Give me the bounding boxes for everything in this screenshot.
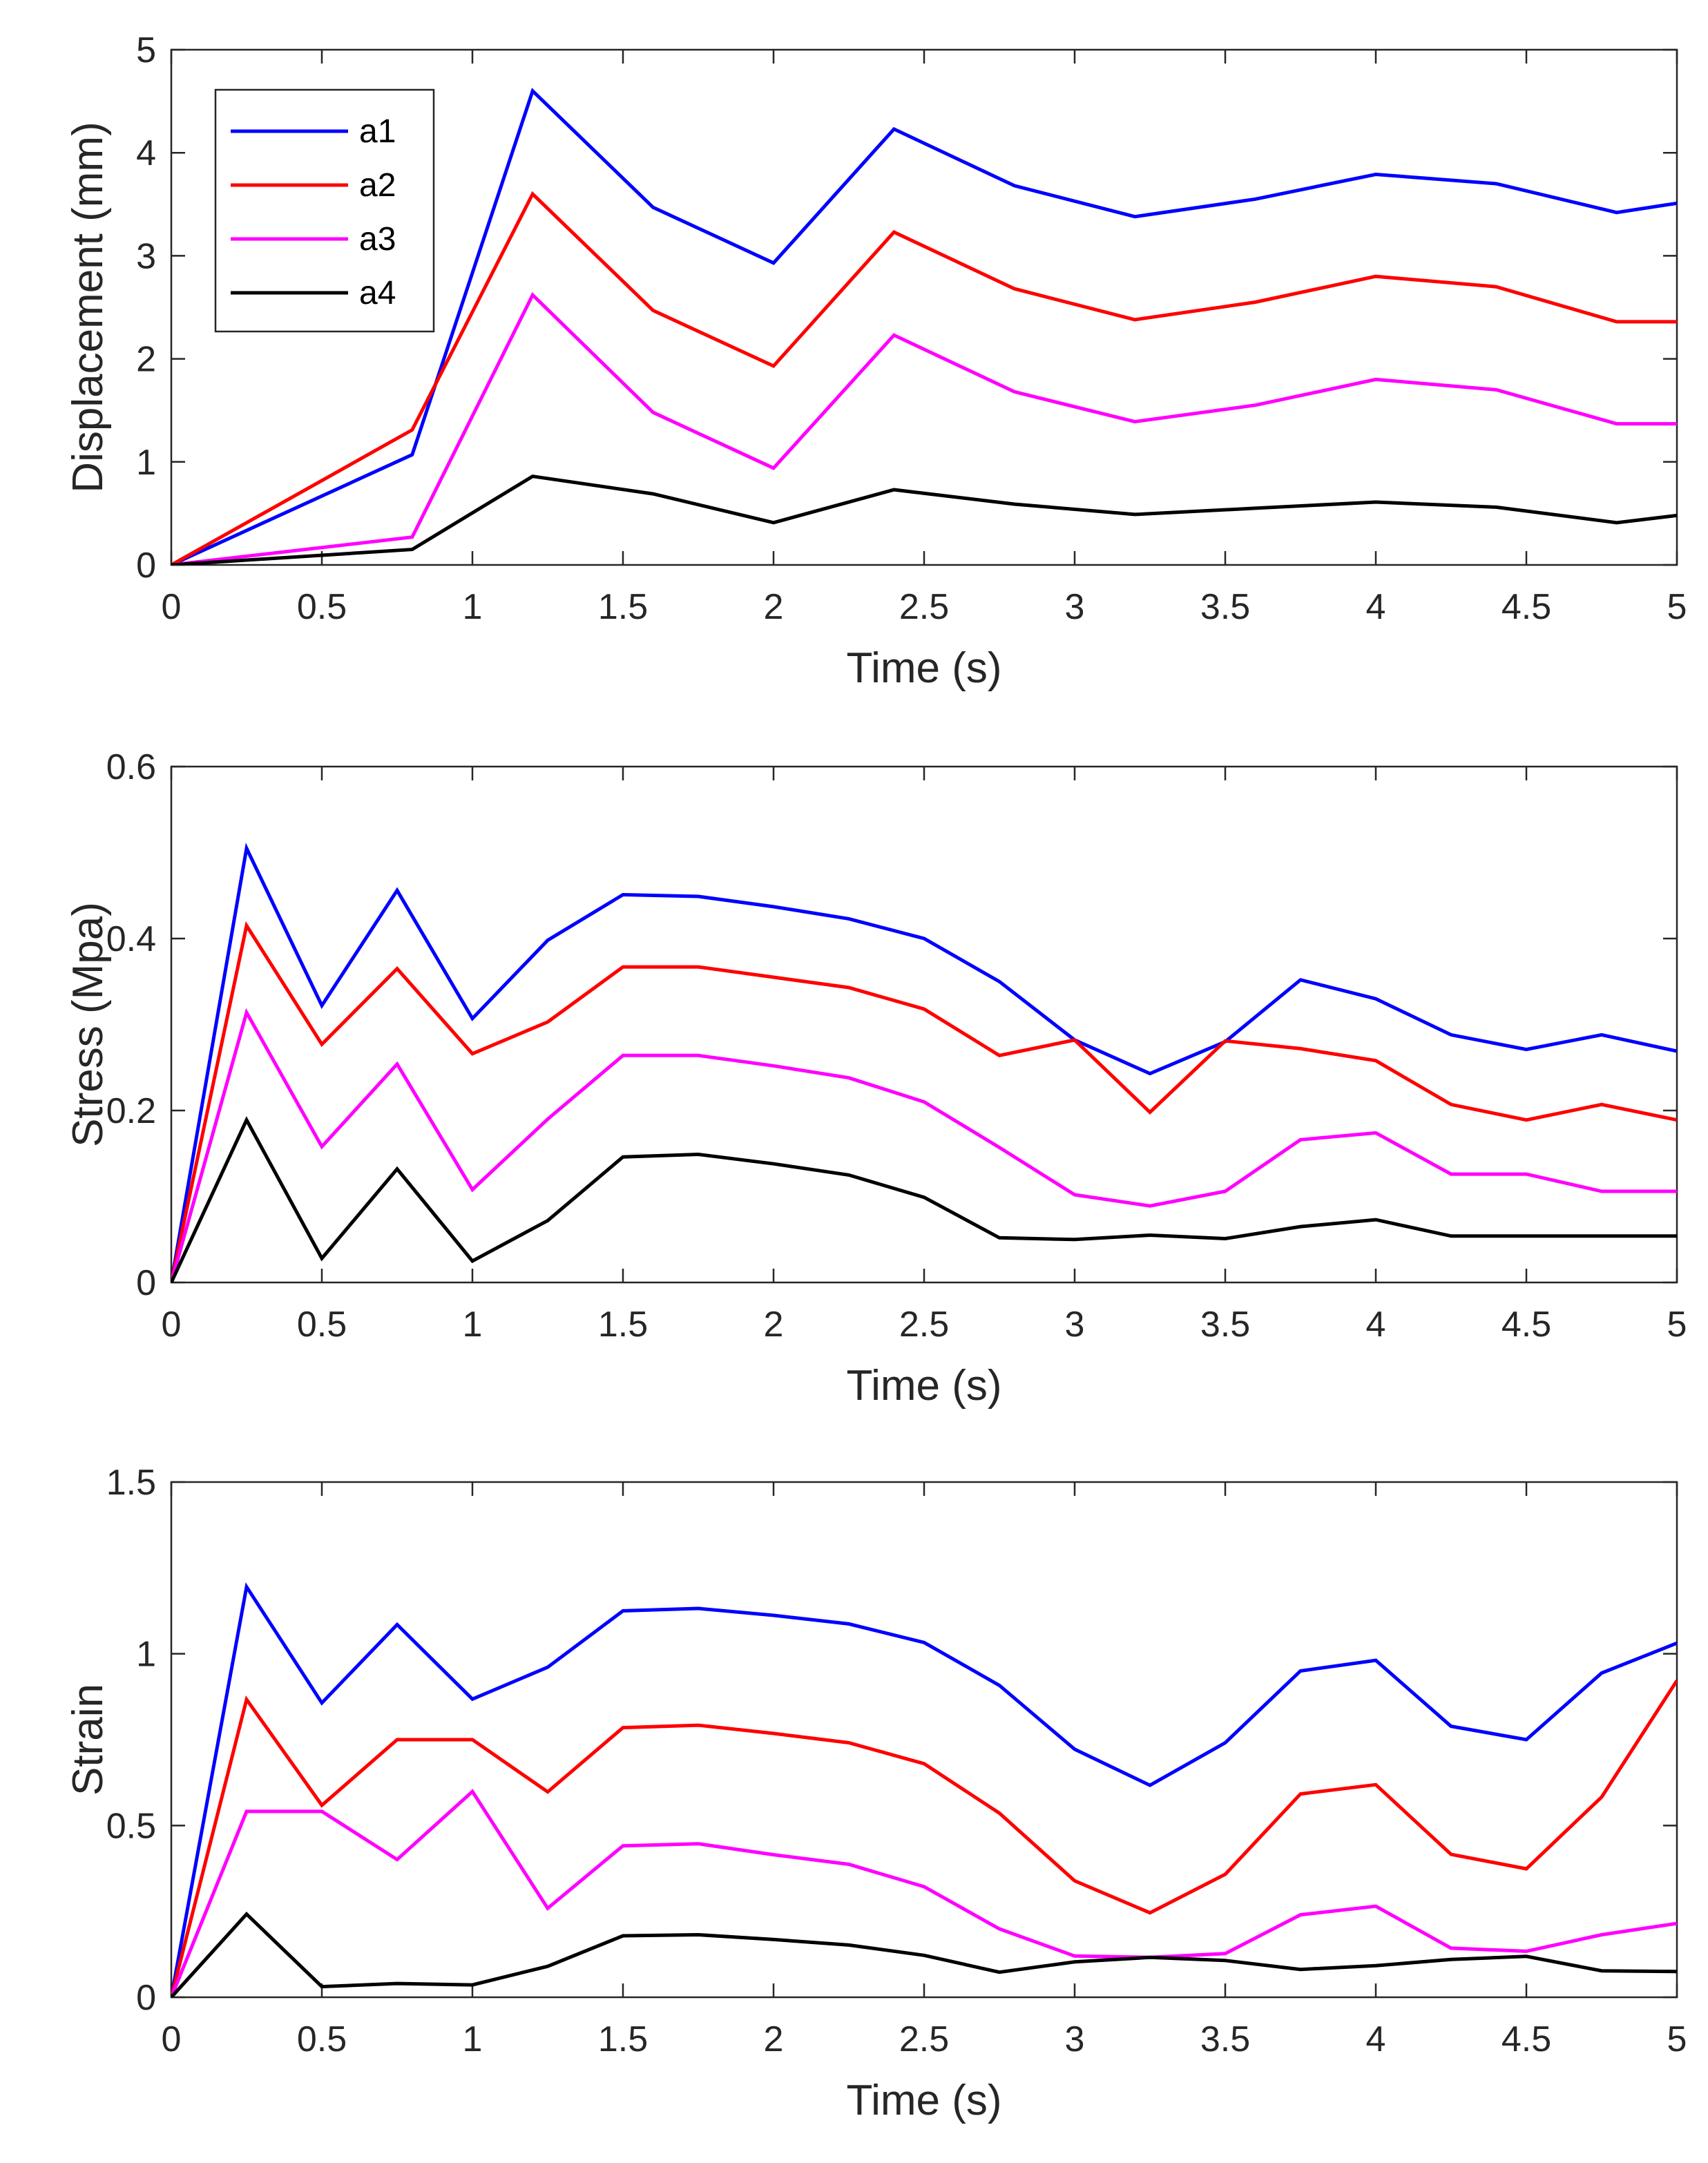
x-tick-label: 1 [463,1305,483,1345]
x-axis-title: Time (s) [847,2077,1002,2124]
y-axis-title: Strain [64,1684,112,1796]
x-tick-label: 4 [1366,1305,1386,1345]
x-tick-label: 3.5 [1200,1305,1250,1345]
x-axis-title: Time (s) [847,1362,1002,1410]
x-tick-label: 0 [162,2019,182,2059]
y-tick-label: 0.6 [106,747,156,787]
legend-label-a3: a3 [359,221,396,258]
x-tick-label: 2 [764,1305,784,1345]
series-line-a1 [171,1582,1677,1997]
series-line-a4 [171,474,1677,565]
x-axis-title: Time (s) [847,644,1002,692]
y-tick-label: 0 [136,1263,156,1303]
y-axis-title: Displacement (mm) [64,122,112,492]
x-tick-label: 2 [764,2019,784,2059]
x-tick-label: 5 [1667,587,1687,627]
x-tick-label: 4.5 [1501,1305,1551,1345]
y-tick-label: 1.5 [106,1463,156,1503]
legend-box [214,88,435,333]
x-tick-label: 0 [162,587,182,627]
x-tick-label: 2.5 [899,1305,949,1345]
x-tick-label: 1.5 [598,587,648,627]
x-tick-label: 2 [764,587,784,627]
x-tick-label: 1 [463,2019,483,2059]
series-line-a1 [171,843,1677,1282]
x-tick-label: 2.5 [899,587,949,627]
x-tick-label: 5 [1667,2019,1687,2059]
x-tick-label: 1.5 [598,2019,648,2059]
x-tick-label: 4.5 [1501,2019,1551,2059]
x-tick-label: 1.5 [598,1305,648,1345]
x-tick-label: 2.5 [899,2019,949,2059]
x-tick-label: 3 [1065,587,1085,627]
x-tick-label: 5 [1667,1305,1687,1345]
y-tick-label: 2 [136,340,156,380]
legend-label-a2: a2 [359,167,396,204]
legend-label-a1: a1 [359,113,396,150]
y-tick-label: 1 [136,1635,156,1675]
y-axis-title: Stress (Mpa) [64,902,112,1147]
x-tick-label: 3.5 [1200,587,1250,627]
y-tick-label: 0.4 [106,919,156,959]
y-tick-label: 1 [136,443,156,483]
series-line-a1 [171,88,1677,565]
y-tick-label: 4 [136,133,156,173]
x-tick-label: 0.5 [297,587,347,627]
x-tick-label: 0 [162,1305,182,1345]
series-line-a2 [171,191,1677,565]
y-tick-label: 3 [136,236,156,276]
x-tick-label: 3 [1065,2019,1085,2059]
chart-panel-2: 0 0.5 1 1.5 2 2.5 3 3.5 4 4.5 5 0 0.2 0.4 0.6 Time (s) S… [64,747,1687,1410]
series-line-a2 [171,921,1677,1282]
series-line-a4 [171,1116,1677,1282]
x-tick-label: 1 [463,587,483,627]
x-tick-label: 3 [1065,1305,1085,1345]
y-tick-label: 5 [136,30,156,70]
legend-label-a4: a4 [359,275,396,311]
y-tick-label: 0 [136,546,156,586]
x-tick-label: 4 [1366,2019,1386,2059]
series-line-a4 [171,1912,1677,1997]
x-tick-label: 4.5 [1501,587,1551,627]
series-line-a3 [171,291,1677,565]
x-tick-label: 4 [1366,587,1386,627]
legend: a1 a2 a3 a4 [214,88,435,333]
series-line-a2 [171,1680,1677,1997]
series-line-a3 [171,1008,1677,1282]
series-line-a3 [171,1789,1677,1997]
y-tick-label: 0.5 [106,1806,156,1846]
x-tick-label: 3.5 [1200,2019,1250,2059]
chart-panel-3: 0 0.5 1 1.5 2 2.5 3 3.5 4 4.5 5 0 0.5 1 1.5 Time (s) Str… [64,1463,1687,2124]
x-tick-label: 0.5 [297,1305,347,1345]
plot-area [170,765,1678,1284]
x-tick-label: 0.5 [297,2019,347,2059]
chart-panel-1: 0 0.5 1 1.5 2 2.5 3 3.5 4 4.5 5 0 1 2 3 4 5 Time (s) Displ… [64,30,1687,692]
y-tick-label: 0 [136,1978,156,2018]
y-tick-label: 0.2 [106,1091,156,1131]
